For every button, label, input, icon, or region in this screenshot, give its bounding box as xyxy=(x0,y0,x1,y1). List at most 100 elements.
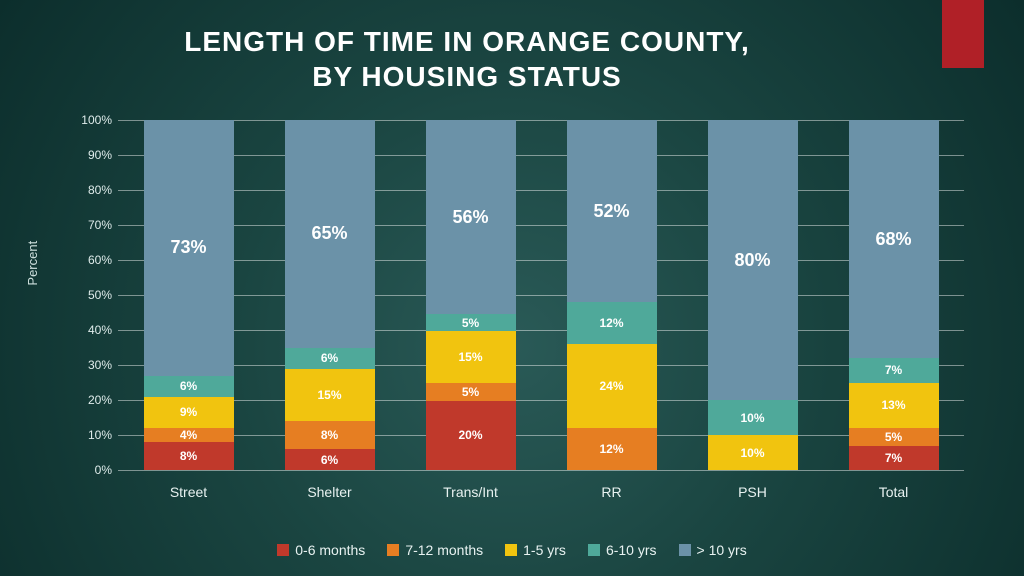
segment-label: 56% xyxy=(452,207,488,228)
bar-segment: 8% xyxy=(144,442,234,470)
segment-label: 6% xyxy=(180,379,197,393)
bar: 12% 24% 12% 52% xyxy=(567,120,657,470)
bar: 20% 5% 15% 5% 56% xyxy=(426,120,516,470)
plot-area: 0%10%20%30%40%50%60%70%80%90%100%8%4%9%6… xyxy=(118,120,964,470)
category-label: PSH xyxy=(708,484,798,500)
legend-label: 7-12 months xyxy=(405,542,483,558)
segment-label: 13% xyxy=(881,398,905,412)
bar-segment: 7% xyxy=(849,446,939,471)
category-label: Street xyxy=(144,484,234,500)
y-tick: 40% xyxy=(88,323,112,337)
segment-label: 10% xyxy=(740,411,764,425)
bar-segment: 4% xyxy=(144,428,234,442)
legend-swatch xyxy=(679,544,691,556)
bar-segment: 6% xyxy=(144,376,234,397)
segment-label: 68% xyxy=(875,229,911,250)
title-line-1: LENGTH OF TIME IN ORANGE COUNTY, xyxy=(184,26,750,57)
bar-segment: 80% xyxy=(708,120,798,400)
segment-label: 9% xyxy=(180,405,197,419)
title-line-2: BY HOUSING STATUS xyxy=(312,61,621,92)
legend-label: 0-6 months xyxy=(295,542,365,558)
category-label: Shelter xyxy=(285,484,375,500)
bar: 7% 5% 13% 7% 68% xyxy=(849,120,939,470)
legend-swatch xyxy=(505,544,517,556)
bar-segment: 8% xyxy=(285,421,375,449)
legend-item: > 10 yrs xyxy=(679,542,747,558)
segment-label: 5% xyxy=(462,385,479,399)
segment-label: 10% xyxy=(740,446,764,460)
category-labels: Street Shelter Trans/Int RR PSH Total xyxy=(118,484,964,500)
segment-label: 6% xyxy=(321,351,338,365)
legend-label: 6-10 yrs xyxy=(606,542,657,558)
segment-label: 8% xyxy=(180,449,197,463)
bar-segment: 15% xyxy=(285,369,375,422)
bar-segment: 5% xyxy=(426,383,516,400)
legend-item: 1-5 yrs xyxy=(505,542,566,558)
y-tick: 0% xyxy=(95,463,112,477)
category-label: RR xyxy=(567,484,657,500)
bar-segment: 20% xyxy=(426,401,516,470)
bar-segment: 6% xyxy=(285,449,375,470)
segment-label: 6% xyxy=(321,453,338,467)
legend-item: 6-10 yrs xyxy=(588,542,657,558)
y-tick: 100% xyxy=(81,113,112,127)
bar-segment: 12% xyxy=(567,302,657,344)
y-axis-label: Percent xyxy=(25,241,40,286)
bar-segment: 10% xyxy=(708,435,798,470)
segment-label: 12% xyxy=(599,316,623,330)
bar-segment: 6% xyxy=(285,348,375,369)
bar-segment: 12% xyxy=(567,428,657,470)
legend-label: > 10 yrs xyxy=(697,542,747,558)
chart: Percent 0%10%20%30%40%50%60%70%80%90%100… xyxy=(80,120,964,496)
segment-label: 65% xyxy=(311,223,347,244)
segment-label: 52% xyxy=(593,201,629,222)
bar: 8% 4% 9% 6% 73% xyxy=(144,120,234,470)
bar-segment: 56% xyxy=(426,120,516,314)
y-tick: 80% xyxy=(88,183,112,197)
bar-segment: 52% xyxy=(567,120,657,302)
segment-label: 73% xyxy=(170,237,206,258)
legend-swatch xyxy=(277,544,289,556)
chart-title: LENGTH OF TIME IN ORANGE COUNTY, BY HOUS… xyxy=(0,24,1024,94)
segment-label: 24% xyxy=(599,379,623,393)
y-tick: 60% xyxy=(88,253,112,267)
bar: 10% 10% 80% xyxy=(708,120,798,470)
segment-label: 20% xyxy=(458,428,482,442)
segment-label: 8% xyxy=(321,428,338,442)
bar-segment: 10% xyxy=(708,400,798,435)
bar-segment: 24% xyxy=(567,344,657,428)
bar-segment: 15% xyxy=(426,331,516,383)
y-tick: 50% xyxy=(88,288,112,302)
segment-label: 4% xyxy=(180,428,197,442)
bar-segment: 13% xyxy=(849,383,939,429)
legend-swatch xyxy=(387,544,399,556)
segment-label: 7% xyxy=(885,363,902,377)
bar-segment: 65% xyxy=(285,120,375,348)
y-tick: 30% xyxy=(88,358,112,372)
grid-line xyxy=(118,470,964,471)
bar: 6% 8% 15% 6% 65% xyxy=(285,120,375,470)
category-label: Total xyxy=(849,484,939,500)
category-label: Trans/Int xyxy=(426,484,516,500)
legend-item: 7-12 months xyxy=(387,542,483,558)
y-tick: 20% xyxy=(88,393,112,407)
segment-label: 15% xyxy=(458,350,482,364)
segment-label: 7% xyxy=(885,451,902,465)
legend-label: 1-5 yrs xyxy=(523,542,566,558)
legend-swatch xyxy=(588,544,600,556)
segment-label: 5% xyxy=(885,430,902,444)
bars: 8% 4% 9% 6% 73% 6% 8% 15% 6% 65% 20% 5% 15% 5% 56% 12% 2… xyxy=(118,120,964,470)
bar-segment: 68% xyxy=(849,120,939,358)
bar-segment: 5% xyxy=(426,314,516,331)
bar-segment: 7% xyxy=(849,358,939,383)
y-tick: 70% xyxy=(88,218,112,232)
y-tick: 90% xyxy=(88,148,112,162)
bar-segment: 5% xyxy=(849,428,939,446)
legend-item: 0-6 months xyxy=(277,542,365,558)
bar-segment: 73% xyxy=(144,120,234,376)
segment-label: 12% xyxy=(599,442,623,456)
segment-label: 15% xyxy=(317,388,341,402)
y-tick: 10% xyxy=(88,428,112,442)
segment-label: 80% xyxy=(734,250,770,271)
legend: 0-6 months 7-12 months 1-5 yrs 6-10 yrs > 10… xyxy=(0,542,1024,558)
